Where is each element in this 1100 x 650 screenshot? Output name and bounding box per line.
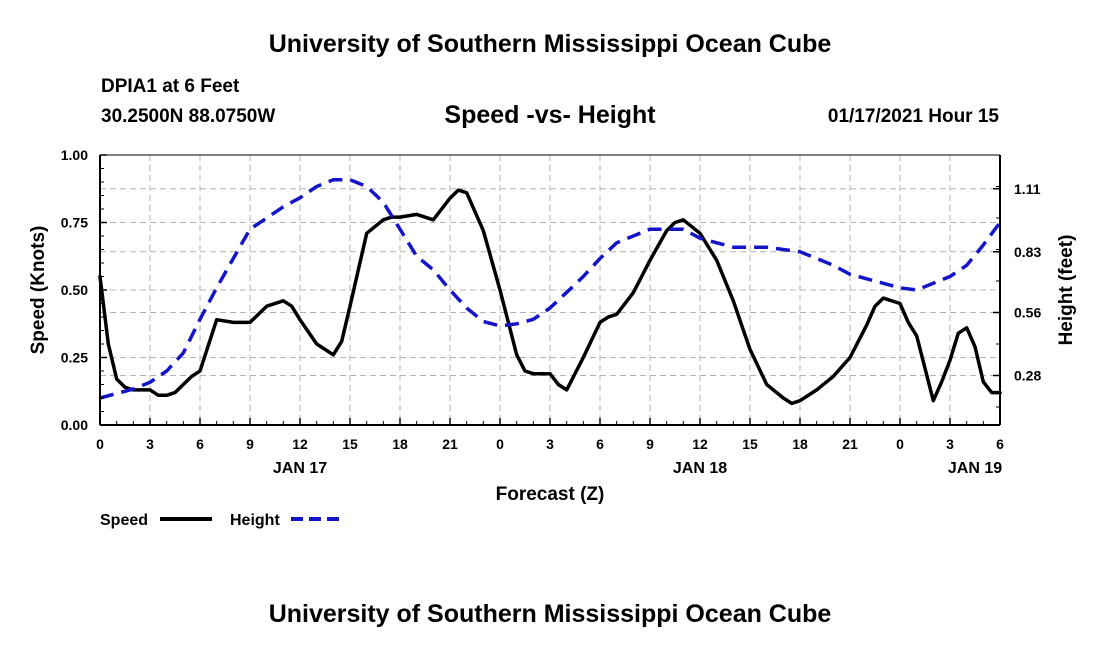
x-tick-label: 0 (496, 436, 504, 452)
legend-label-speed: Speed (100, 512, 148, 529)
x-tick-label: 12 (692, 436, 708, 452)
x-tick-label: 9 (246, 436, 254, 452)
coordinates-label: 30.2500N 88.0750W (101, 106, 276, 127)
y-right-tick-label: 0.28 (1014, 368, 1041, 384)
grid-lines (100, 155, 1000, 425)
x-tick-label: 9 (646, 436, 654, 452)
x-tick-label: 15 (342, 436, 358, 452)
x-axis-title: Forecast (Z) (496, 484, 605, 505)
x-tick-label: 6 (196, 436, 204, 452)
day-label: JAN 19 (948, 460, 1002, 477)
timestamp-label: 01/17/2021 Hour 15 (827, 106, 999, 127)
x-tick-label: 18 (392, 436, 408, 452)
x-tick-label: 0 (896, 436, 904, 452)
page-title: University of Southern Mississippi Ocean… (268, 30, 832, 58)
x-tick-label: 3 (946, 436, 954, 452)
y-left-tick-label: 0.25 (61, 350, 88, 366)
y-axis-left-title: Speed (Knots) (28, 226, 49, 355)
x-tick-label: 21 (442, 436, 458, 452)
y-left-tick-label: 0.75 (61, 215, 88, 231)
x-tick-label: 15 (742, 436, 758, 452)
series-line-height (99, 178, 1002, 400)
axis-labels: 0 3 6 9 12 15 18 21 0 3 6 9 12 15 18 21 0 3 6 0.00 0.25 0.50 0… (28, 147, 1077, 505)
y-right-tick-label: 0.56 (1014, 305, 1041, 321)
chart-title: Speed -vs- Height (444, 101, 656, 129)
x-tick-label: 3 (546, 436, 554, 452)
series-line-speed (98, 188, 1002, 406)
y-axis-right-title: Height (feet) (1056, 235, 1077, 346)
legend-label-height: Height (230, 512, 280, 529)
x-tick-label: 12 (292, 436, 308, 452)
x-tick-label: 6 (596, 436, 604, 452)
x-tick-label: 18 (792, 436, 808, 452)
x-tick-label: 3 (146, 436, 154, 452)
day-label: JAN 18 (673, 460, 727, 477)
station-label: DPIA1 at 6 Feet (101, 76, 240, 97)
y-right-tick-label: 0.83 (1014, 244, 1041, 260)
chart-legend: Speed Height (100, 512, 343, 529)
x-tick-label: 6 (996, 436, 1004, 452)
x-tick-label: 0 (96, 436, 104, 452)
y-right-tick-label: 1.11 (1014, 181, 1041, 197)
y-left-tick-label: 1.00 (61, 147, 88, 163)
footer-title: University of Southern Mississippi Ocean… (268, 600, 832, 628)
series-lines (98, 178, 1002, 406)
chart-axes (99, 154, 1001, 426)
y-left-tick-label: 0.50 (61, 282, 88, 298)
day-label: JAN 17 (273, 460, 327, 477)
y-left-tick-label: 0.00 (61, 417, 88, 433)
x-tick-label: 21 (842, 436, 858, 452)
